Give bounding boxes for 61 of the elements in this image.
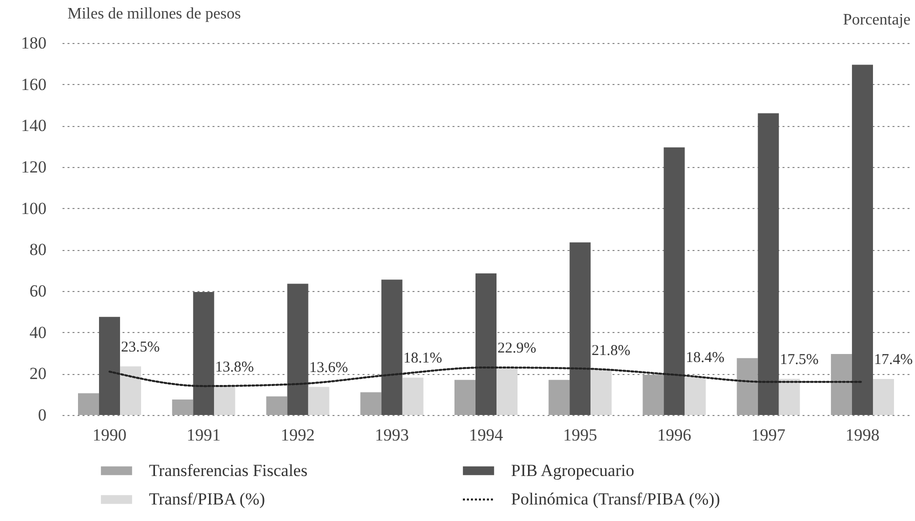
bar	[590, 370, 612, 415]
bar	[736, 358, 758, 415]
data-label: 18.4%	[686, 350, 724, 366]
legend-label: Transf/PIBA (%)	[149, 490, 266, 508]
bar	[830, 354, 852, 415]
y-tick-label: 20	[30, 364, 46, 384]
y-tick-label: 180	[21, 34, 46, 52]
bar	[402, 378, 424, 415]
bar	[642, 374, 664, 415]
data-label: 18.1%	[403, 350, 442, 367]
data-label: 17.4%	[874, 352, 913, 368]
data-label: 13.8%	[215, 359, 254, 376]
bar	[872, 379, 894, 415]
bar	[381, 280, 402, 415]
data-label: 13.6%	[309, 360, 348, 376]
x-tick-label: 1997	[751, 426, 786, 444]
legend-label: Polinómica (Transf/PIBA (%))	[511, 490, 720, 508]
bar	[287, 284, 308, 415]
bar	[193, 292, 214, 415]
bar	[266, 396, 288, 415]
y-tick-label: 140	[21, 116, 46, 136]
y-tick-label: 0	[38, 406, 46, 424]
y-tick-label: 80	[30, 240, 46, 260]
bar	[664, 147, 685, 415]
bar	[778, 378, 800, 415]
data-label: 17.5%	[780, 352, 819, 368]
y2-axis-title: Porcentaje	[842, 12, 910, 28]
bar	[99, 316, 120, 415]
y-tick-label: 100	[21, 198, 46, 218]
bar	[684, 376, 706, 415]
bar	[454, 380, 476, 415]
legend-label: PIB Agropecuario	[511, 460, 634, 480]
y-tick-label: 60	[30, 282, 46, 300]
bar	[852, 64, 873, 415]
bar	[475, 273, 497, 415]
data-label: 21.8%	[592, 342, 630, 359]
x-tick-label: 1990	[92, 426, 127, 444]
bar	[308, 386, 330, 415]
bar	[758, 113, 779, 415]
bar	[496, 368, 518, 415]
legend-label: Transferencias Fiscales	[149, 460, 308, 480]
x-tick-label: 1996	[657, 426, 692, 444]
x-tick-label: 1993	[374, 426, 409, 444]
x-tick-label: 1992	[280, 426, 315, 444]
y-tick-label: 40	[30, 322, 46, 342]
data-label: 23.5%	[121, 339, 160, 356]
bar	[214, 386, 236, 415]
bar	[570, 242, 591, 415]
x-tick-label: 1998	[845, 426, 880, 444]
bar	[360, 392, 382, 415]
bar	[548, 380, 570, 415]
y-tick-label: 120	[21, 158, 46, 176]
bar	[172, 400, 194, 415]
y-axis-title: Miles de millones de pesos	[68, 6, 241, 22]
x-tick-label: 1995	[563, 426, 598, 444]
x-tick-label: 1994	[469, 426, 504, 444]
x-tick-label: 1991	[186, 426, 221, 444]
data-label: 22.9%	[498, 340, 536, 357]
bar	[120, 366, 142, 415]
y-tick-label: 160	[21, 74, 46, 94]
bar	[78, 393, 100, 415]
